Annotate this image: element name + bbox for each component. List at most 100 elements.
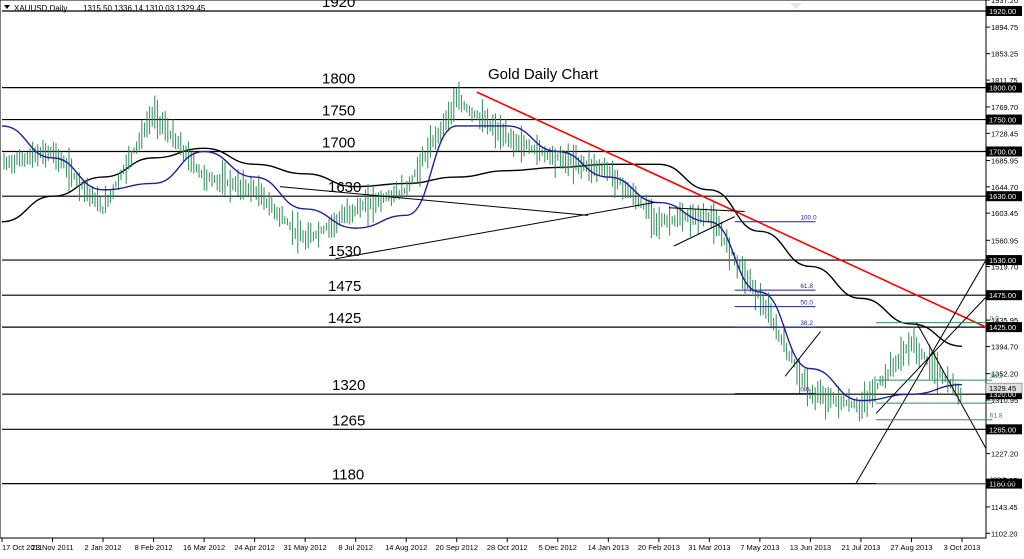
current-price-tag: 1329.45 xyxy=(989,384,1016,393)
fib-blue-label: 0.0 xyxy=(800,387,809,394)
x-tick-label: 31 Mar 2013 xyxy=(688,543,730,552)
x-tick-label: 16 Mar 2012 xyxy=(183,543,225,552)
level-annotation: 1630 xyxy=(328,179,361,196)
ma-short-layer xyxy=(1,125,963,402)
level-tag: 1320.00 xyxy=(989,390,1016,399)
level-tag-bg xyxy=(986,290,1022,301)
level-annotation: 1700 xyxy=(322,134,355,151)
trend-line xyxy=(335,202,654,260)
x-tick-label: 13 Jun 2013 xyxy=(790,543,831,552)
y-tick-label: 1853.25 xyxy=(991,50,1018,59)
x-tick-label: 27 Aug 2013 xyxy=(890,543,932,552)
x-tick-label: 7 May 2013 xyxy=(740,543,779,552)
fib-blue-label: 100.0 xyxy=(800,215,817,222)
y-tick-label: 1894.75 xyxy=(991,23,1018,32)
level-annotation: 1425 xyxy=(328,310,361,327)
level-tag: 1530.00 xyxy=(989,256,1016,265)
ma-long-layer xyxy=(1,147,963,347)
level-annotation: 1180 xyxy=(332,467,364,484)
level-tag-bg xyxy=(986,424,1022,435)
level-annotation: 1800 xyxy=(322,71,355,88)
x-tick-label: 8 Jul 2012 xyxy=(338,543,373,552)
level-annotation: 1320 xyxy=(332,377,365,394)
fibonacci-layer: 100.061.850.038.20.00.038.250.061.8100.0 xyxy=(734,215,1006,485)
level-annotation: 1530 xyxy=(328,243,361,260)
x-tick-label: 14 Jan 2013 xyxy=(588,543,629,552)
level-tag: 1750.00 xyxy=(989,116,1016,125)
x-tick-label: 17 Oct 2011 xyxy=(2,543,42,552)
level-annotation: 1750 xyxy=(322,103,355,120)
level-tag-bg xyxy=(986,322,1022,333)
trend-line xyxy=(855,259,987,484)
x-tick-label: 20 Feb 2013 xyxy=(638,543,680,552)
level-tag-bg xyxy=(986,255,1022,266)
y-tick-label: 1519.70 xyxy=(991,263,1018,272)
level-tag: 1700.00 xyxy=(989,147,1016,156)
trend-line xyxy=(673,216,735,247)
level-labels-layer: 1920 1800 1750 1700 1630 1530 1475 1425 1320 1265… xyxy=(322,0,1023,489)
level-tag: 1265.00 xyxy=(989,425,1016,434)
y-tick-label: 1560.95 xyxy=(991,236,1018,245)
level-tag: 1475.00 xyxy=(989,291,1016,300)
trendlines-layer xyxy=(279,91,987,484)
level-tag-bg xyxy=(986,478,1022,489)
level-tag: 1425.00 xyxy=(989,323,1016,332)
x-tick-label: 3 Oct 2013 xyxy=(944,543,981,552)
x-tick-label: 8 Feb 2012 xyxy=(135,543,173,552)
x-tick-label: 2 Jan 2012 xyxy=(84,543,121,552)
x-tick-label: 21 Jul 2013 xyxy=(842,543,881,552)
current-price-tag-bg xyxy=(985,382,1023,394)
y-tick-label: 1728.45 xyxy=(991,129,1018,138)
x-tick-label: 24 Apr 2012 xyxy=(234,543,274,552)
x-tick-label: 23 Nov 2011 xyxy=(32,543,74,552)
ma-long-line xyxy=(1,147,963,347)
horizontal-levels-layer xyxy=(2,10,986,485)
level-tag: 1180.00 xyxy=(989,480,1016,489)
trend-line xyxy=(916,322,987,449)
level-tag-bg xyxy=(986,82,1022,93)
fib-blue-label: 50.0 xyxy=(800,300,813,307)
fib-green-label: 61.8 xyxy=(990,413,1003,420)
fib-green-label: 50.0 xyxy=(990,396,1003,403)
trend-line xyxy=(875,296,987,414)
fib-green-label: 38.2 xyxy=(990,373,1003,380)
level-tag-bg xyxy=(986,146,1022,157)
level-annotation: 1920 xyxy=(322,0,355,11)
level-tag-bg xyxy=(986,5,1022,16)
x-tick-label: 20 Sep 2012 xyxy=(435,543,478,552)
x-tick-label: 31 May 2012 xyxy=(283,543,326,552)
x-tick-label: 5 Dec 2012 xyxy=(539,543,577,552)
x-tick-label: 14 Aug 2012 xyxy=(385,543,427,552)
trend-line xyxy=(668,207,745,213)
y-tick-label: 1603.45 xyxy=(991,209,1018,218)
fib-blue-label: 61.8 xyxy=(800,283,813,290)
y-tick-label: 1394.70 xyxy=(991,342,1018,351)
level-tag: 1920.00 xyxy=(989,7,1016,16)
price-bars-layer xyxy=(3,81,962,422)
trend-line xyxy=(476,91,987,328)
ohlc-readout: 1315.50 1336.14 1310.03 1329.45 xyxy=(83,4,206,13)
y-tick-label: 1769.70 xyxy=(991,103,1018,112)
scroll-marker-icon[interactable] xyxy=(790,3,802,9)
level-tag: 1800.00 xyxy=(989,84,1016,93)
y-tick-label: 1143.45 xyxy=(991,503,1018,512)
y-tick-label: 1644.70 xyxy=(991,183,1018,192)
y-tick-label: 1185.95 xyxy=(991,476,1018,485)
symbol-label: XAUUSD,Daily xyxy=(14,4,67,13)
y-tick-label: 1811.75 xyxy=(991,76,1018,85)
dropdown-arrow-icon[interactable] xyxy=(4,5,10,9)
level-annotation: 1475 xyxy=(328,278,361,295)
level-tag-bg xyxy=(986,191,1022,202)
ma-short-line xyxy=(1,125,963,402)
y-tick-label: 1227.20 xyxy=(991,449,1018,458)
y-tick-label: 1937.20 xyxy=(991,0,1018,5)
y-tick-label: 1102.20 xyxy=(991,529,1018,538)
level-tag-bg xyxy=(986,114,1022,125)
level-tag-bg xyxy=(986,389,1022,400)
trend-line xyxy=(784,331,821,377)
y-tick-label: 1352.20 xyxy=(991,370,1018,379)
fib-green-label: 0.0 xyxy=(990,316,999,323)
